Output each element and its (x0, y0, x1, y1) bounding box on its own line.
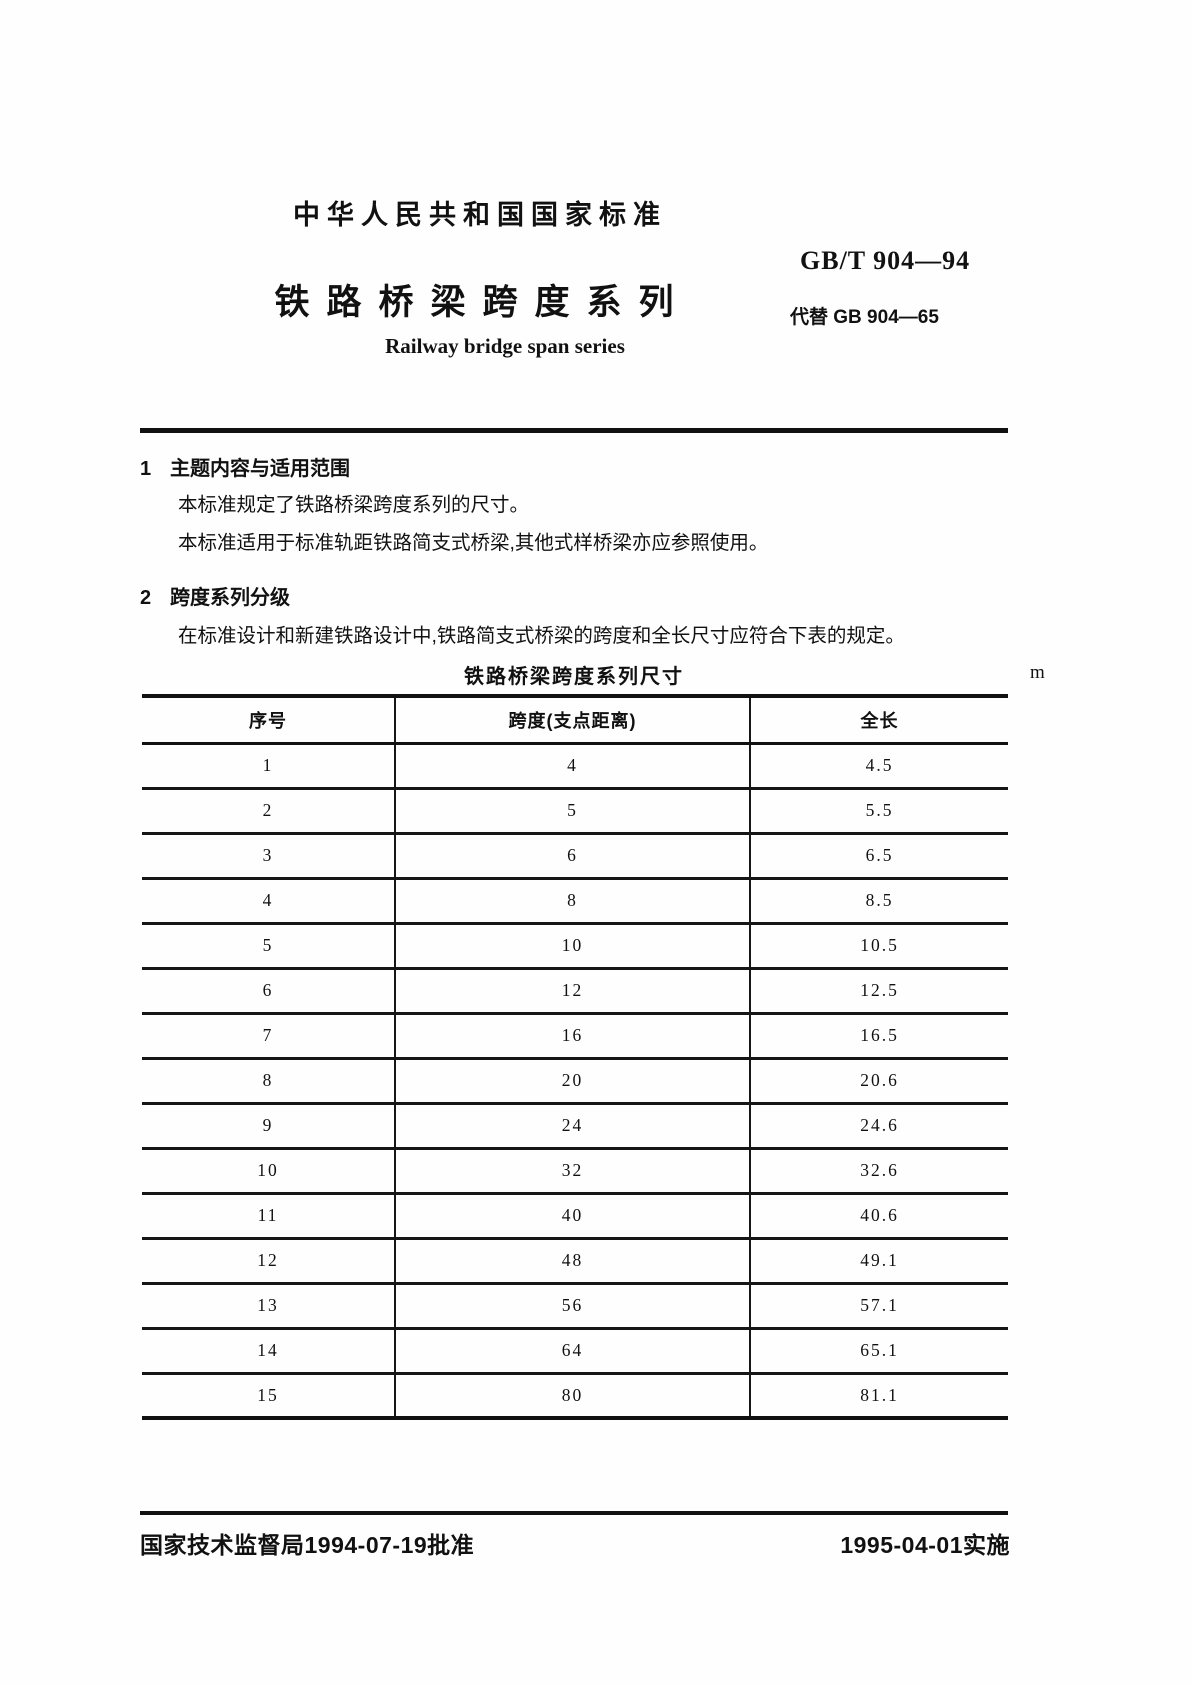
table-row: 14 64 65.1 (142, 1328, 1008, 1375)
table-cell: 32 (394, 1148, 750, 1195)
approval-text: 国家技术监督局1994-07-19批准 (140, 1532, 475, 1558)
table-row: 12 48 49.1 (142, 1238, 1008, 1285)
table-row: 2 5 5.5 (142, 788, 1008, 835)
table-cell: 48 (394, 1238, 750, 1285)
table-cell: 20 (394, 1058, 750, 1105)
document-title-en: Railway bridge span series (385, 334, 625, 358)
table-cell: 2 (142, 788, 395, 835)
table-cell: 4.5 (749, 743, 1008, 790)
section-1-heading: 1 主题内容与适用范围 (140, 452, 350, 481)
table-row: 7 16 16.5 (142, 1013, 1008, 1060)
section-2-title: 跨度系列分级 (170, 587, 290, 609)
table-cell: 56 (394, 1283, 750, 1330)
table-cell: 1 (142, 743, 395, 790)
column-header-seq: 序号 (142, 694, 395, 745)
section-1-paragraphs: 本标准规定了铁路桥梁跨度系列的尺寸。 本标准适用于标准轨距铁路简支式桥梁,其他式… (178, 486, 768, 562)
table-cell: 6 (394, 833, 750, 880)
table-cell: 8.5 (749, 878, 1008, 925)
table-row: 11 40 40.6 (142, 1193, 1008, 1240)
table-row: 8 20 20.6 (142, 1058, 1008, 1105)
table-cell: 24 (394, 1103, 750, 1150)
footer-divider-rule (140, 1511, 1008, 1515)
column-header-span: 跨度(支点距离) (394, 694, 750, 745)
table-cell: 81.1 (749, 1373, 1008, 1420)
table-cell: 64 (394, 1328, 750, 1375)
replaces-label: 代替 GB 904—65 (790, 307, 939, 328)
table-cell: 12 (394, 968, 750, 1015)
table-cell: 65.1 (749, 1328, 1008, 1375)
table-header: 序号 跨度(支点距离) 全长 (142, 694, 1008, 745)
table-cell: 12.5 (749, 968, 1008, 1015)
table-cell: 40.6 (749, 1193, 1008, 1240)
table-cell: 15 (142, 1373, 395, 1420)
span-series-table: 序号 跨度(支点距离) 全长 1 4 4.5 2 5 5.5 3 6 6.5 4 8 8.5 5 10 10… (142, 694, 1008, 1420)
section-2-number: 2 (140, 587, 152, 609)
table-cell: 32.6 (749, 1148, 1008, 1195)
table-cell: 13 (142, 1283, 395, 1330)
section-1-title: 主题内容与适用范围 (170, 458, 350, 480)
table-row: 4 8 8.5 (142, 878, 1008, 925)
table-cell: 12 (142, 1238, 395, 1285)
section-2-paragraphs: 在标准设计和新建铁路设计中,铁路简支式桥梁的跨度和全长尺寸应符合下表的规定。 (178, 617, 905, 655)
table-body: 1 4 4.5 2 5 5.5 3 6 6.5 4 8 8.5 5 10 10.5 6 12 12.5 7 16 16.… (142, 743, 1008, 1420)
table-row: 13 56 57.1 (142, 1283, 1008, 1330)
table-cell: 9 (142, 1103, 395, 1150)
implementation-text: 1995-04-01实施 (840, 1532, 1010, 1558)
table-cell: 4 (394, 743, 750, 790)
table-cell: 10 (394, 923, 750, 970)
header-divider-rule (140, 428, 1008, 433)
table-cell: 24.6 (749, 1103, 1008, 1150)
section-2-heading: 2 跨度系列分级 (140, 581, 290, 610)
table-cell: 8 (142, 1058, 395, 1105)
standard-code: GB/T 904—94 (800, 246, 971, 275)
paragraph: 本标准适用于标准轨距铁路简支式桥梁,其他式样桥梁亦应参照使用。 (178, 532, 769, 554)
table-row: 1 4 4.5 (142, 743, 1008, 790)
section-1-number: 1 (140, 458, 152, 480)
table-cell: 57.1 (749, 1283, 1008, 1330)
table-cell: 40 (394, 1193, 750, 1240)
table-row: 6 12 12.5 (142, 968, 1008, 1015)
table-row: 10 32 32.6 (142, 1148, 1008, 1195)
table-cell: 5 (142, 923, 395, 970)
paragraph: 在标准设计和新建铁路设计中,铁路简支式桥梁的跨度和全长尺寸应符合下表的规定。 (178, 625, 905, 647)
table-cell: 16.5 (749, 1013, 1008, 1060)
table-row: 3 6 6.5 (142, 833, 1008, 880)
table-cell: 20.6 (749, 1058, 1008, 1105)
table-cell: 5.5 (749, 788, 1008, 835)
table-cell: 49.1 (749, 1238, 1008, 1285)
table-unit-label: m (1030, 662, 1045, 683)
table-cell: 11 (142, 1193, 395, 1240)
table-cell: 14 (142, 1328, 395, 1375)
table-cell: 8 (394, 878, 750, 925)
table-cell: 10 (142, 1148, 395, 1195)
table-row: 5 10 10.5 (142, 923, 1008, 970)
table-cell: 10.5 (749, 923, 1008, 970)
table-cell: 4 (142, 878, 395, 925)
footer: 国家技术监督局1994-07-19批准 1995-04-01实施 (140, 1526, 1010, 1560)
table-title: 铁路桥梁跨度系列尺寸 (464, 666, 684, 688)
table-cell: 3 (142, 833, 395, 880)
table-cell: 80 (394, 1373, 750, 1420)
table-cell: 5 (394, 788, 750, 835)
column-header-length: 全长 (749, 694, 1008, 745)
table-header-row: 序号 跨度(支点距离) 全长 (142, 694, 1008, 745)
table-row: 15 80 81.1 (142, 1373, 1008, 1420)
table-cell: 6 (142, 968, 395, 1015)
paragraph: 本标准规定了铁路桥梁跨度系列的尺寸。 (178, 494, 530, 516)
table-cell: 16 (394, 1013, 750, 1060)
table-row: 9 24 24.6 (142, 1103, 1008, 1150)
document-title-cn: 铁路桥梁跨度系列 (274, 283, 691, 322)
table-cell: 6.5 (749, 833, 1008, 880)
national-standard-label: 中华人民共和国国家标准 (293, 200, 667, 230)
table-cell: 7 (142, 1013, 395, 1060)
